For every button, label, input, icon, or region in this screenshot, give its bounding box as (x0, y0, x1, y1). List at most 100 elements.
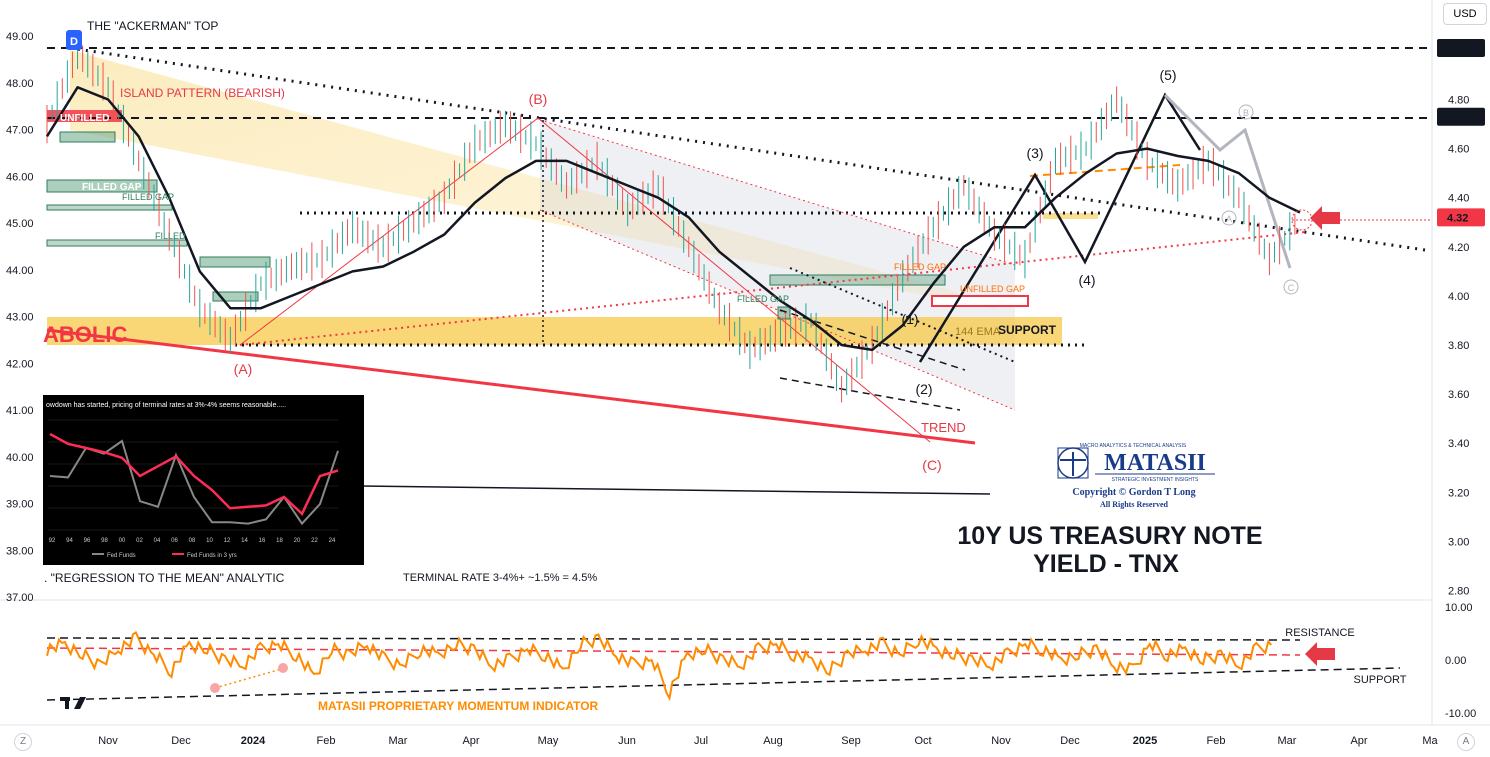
d-marker-label: D (70, 36, 78, 48)
price-highlight-box (1437, 107, 1485, 126)
inset-legend-1: Fed Funds (107, 553, 136, 559)
auto-scale-button[interactable]: A (1457, 733, 1475, 751)
logo-top-line: MACRO ANALYTICS & TECHNICAL ANALYSIS (1080, 443, 1187, 449)
unfilled-gap-box-2 (931, 295, 1029, 307)
parabolic-label: ABOLIC (43, 322, 127, 347)
momentum-red-line (46, 647, 1301, 656)
inset-grid (48, 419, 338, 531)
right-axis-tick: 3.60 (1448, 389, 1469, 401)
left-axis-tick: 44.00 (6, 265, 34, 277)
current-circle (1291, 209, 1313, 231)
time-axis[interactable]: Nov Dec 2024 Feb Mar Apr May Jun Jul Aug Sep Oct Nov… (98, 735, 1438, 747)
ema-label: 144 EMA (955, 326, 1001, 338)
time-axis-label: 2025 (1133, 735, 1157, 747)
right-axis-tick: 3.20 (1448, 487, 1469, 499)
inset-x-label: 24 (329, 538, 336, 544)
right-price-axis[interactable]: 4.80 4.60 4.40 4.20 4.00 3.80 3.60 3.40 3.20 3.00… (1437, 39, 1485, 597)
currency-button[interactable]: USD (1443, 3, 1487, 25)
island-pattern-label: ISLAND PATTERN (BEARISH) (120, 86, 285, 100)
inset-pointer-line (359, 485, 991, 495)
momentum-pane: RESISTANCE SUPPORT MATASII PROPRIETARY M… (46, 602, 1476, 720)
left-axis-tick: 42.00 (6, 358, 34, 370)
matasii-logo: MACRO ANALYTICS & TECHNICAL ANALYSIS MAT… (1057, 443, 1215, 509)
gap-box-gold (1043, 213, 1098, 219)
ackerman-label: THE "ACKERMAN" TOP (87, 19, 218, 33)
left-axis-tick: 38.00 (6, 545, 34, 557)
support-band-label: SUPPORT (998, 323, 1057, 337)
filled-gap-box-1 (46, 179, 158, 193)
wave-3-label: (3) (1026, 145, 1043, 161)
time-axis-label: Dec (1060, 735, 1080, 747)
time-axis-label: May (538, 735, 559, 747)
scale-left-button[interactable]: Z (14, 733, 32, 751)
inset-x-labels: 92 94 96 98 00 02 04 06 08 10 12 14 16 18 20 22 24 (49, 538, 336, 544)
vitruvian-icon (1057, 447, 1089, 479)
logo-brand: MATASII (1104, 450, 1206, 476)
wave-C-label: (C) (922, 457, 941, 473)
ema-series (45, 86, 1301, 352)
logo-rights: All Rights Reserved (1100, 500, 1169, 509)
momentum-support-line (46, 667, 1401, 701)
chart-title-line-1: 10Y US TREASURY NOTE (957, 522, 1262, 550)
momentum-line (46, 630, 1273, 702)
circle-C-label: C (1288, 283, 1295, 293)
inset-x-label: 06 (171, 538, 178, 544)
d-marker-icon[interactable]: D (66, 30, 82, 50)
inset-x-label: 02 (136, 538, 143, 544)
circle-C-marker (1283, 279, 1299, 295)
wedge-lower (779, 377, 961, 411)
inset-x-label: 92 (49, 538, 56, 544)
filled-gap-box-5 (212, 291, 259, 302)
left-axis-tick: 40.00 (6, 452, 34, 464)
circle-B-marker (1238, 104, 1254, 120)
logo-sub-line: STRATEGIC INVESTMENT INSIGHTS (1112, 477, 1199, 483)
wave-5-label: (5) (1159, 67, 1176, 83)
left-axis-tick: 49.00 (6, 31, 34, 43)
left-axis-tick: 41.00 (6, 405, 34, 417)
inset-caption: owdown has started, pricing of terminal … (46, 402, 286, 409)
filled-label-3: FILLED (155, 231, 186, 241)
wave-A-to-B (239, 117, 539, 346)
right-axis-tick: 4.20 (1448, 242, 1469, 254)
left-axis-tick: 46.00 (6, 171, 34, 183)
time-axis-label: 2024 (241, 735, 266, 747)
logo-copyright: Copyright © Gordon T Long (1072, 487, 1195, 498)
filled-gap-box-4 (199, 256, 271, 268)
wave-1-label: (1) (901, 311, 918, 327)
left-axis-tick: 43.00 (6, 312, 34, 324)
circle-A-marker (1221, 210, 1237, 226)
time-axis-label: Sep (841, 735, 861, 747)
time-axis-label: Jun (618, 735, 636, 747)
time-axis-label: Ma (1422, 735, 1438, 747)
left-axis-tick: 48.00 (6, 78, 34, 90)
inset-x-label: 14 (241, 538, 248, 544)
left-axis-tick: 39.00 (6, 499, 34, 511)
inset-legend-2: Fed Funds in 3 yrs (187, 553, 237, 559)
time-axis-label: Feb (1207, 735, 1226, 747)
right-axis-tick: 3.00 (1448, 536, 1469, 548)
price-highlight-box (1437, 208, 1485, 227)
time-axis-label: Apr (1350, 735, 1367, 747)
filled-gap-label-2: FILLED GAP (122, 192, 174, 202)
right-axis-tick: 4.60 (1448, 144, 1469, 156)
inset-x-label: 98 (101, 538, 108, 544)
inset-x-label: 08 (189, 538, 196, 544)
regression-label: . "REGRESSION TO THE MEAN" ANALYTIC (44, 571, 285, 585)
trend-label: TREND (921, 420, 966, 435)
inset-bg (43, 395, 364, 565)
momentum-axis-tick: 10.00 (1445, 602, 1473, 614)
time-axis-label: Dec (171, 735, 191, 747)
price-highlight-label: 5.01 (1447, 43, 1468, 55)
time-axis-label: Feb (317, 735, 336, 747)
time-axis-label: Mar (389, 735, 408, 747)
filled-gap-box-7 (777, 306, 791, 320)
price-highlight-label: 4.73 (1447, 112, 1468, 124)
momentum-axis: 10.00 0.00 -10.00 (1445, 602, 1476, 720)
terminal-rate-label: TERMINAL RATE 3-4%+ ~1.5% = 4.5% (403, 572, 597, 584)
wave-2-label: (2) (915, 381, 932, 397)
time-axis-label: Oct (914, 735, 931, 747)
wave-B-label: (B) (529, 91, 548, 107)
circle-A-label: A (1226, 214, 1232, 224)
time-axis-label: Mar (1278, 735, 1297, 747)
gap-box-2 (59, 131, 116, 143)
